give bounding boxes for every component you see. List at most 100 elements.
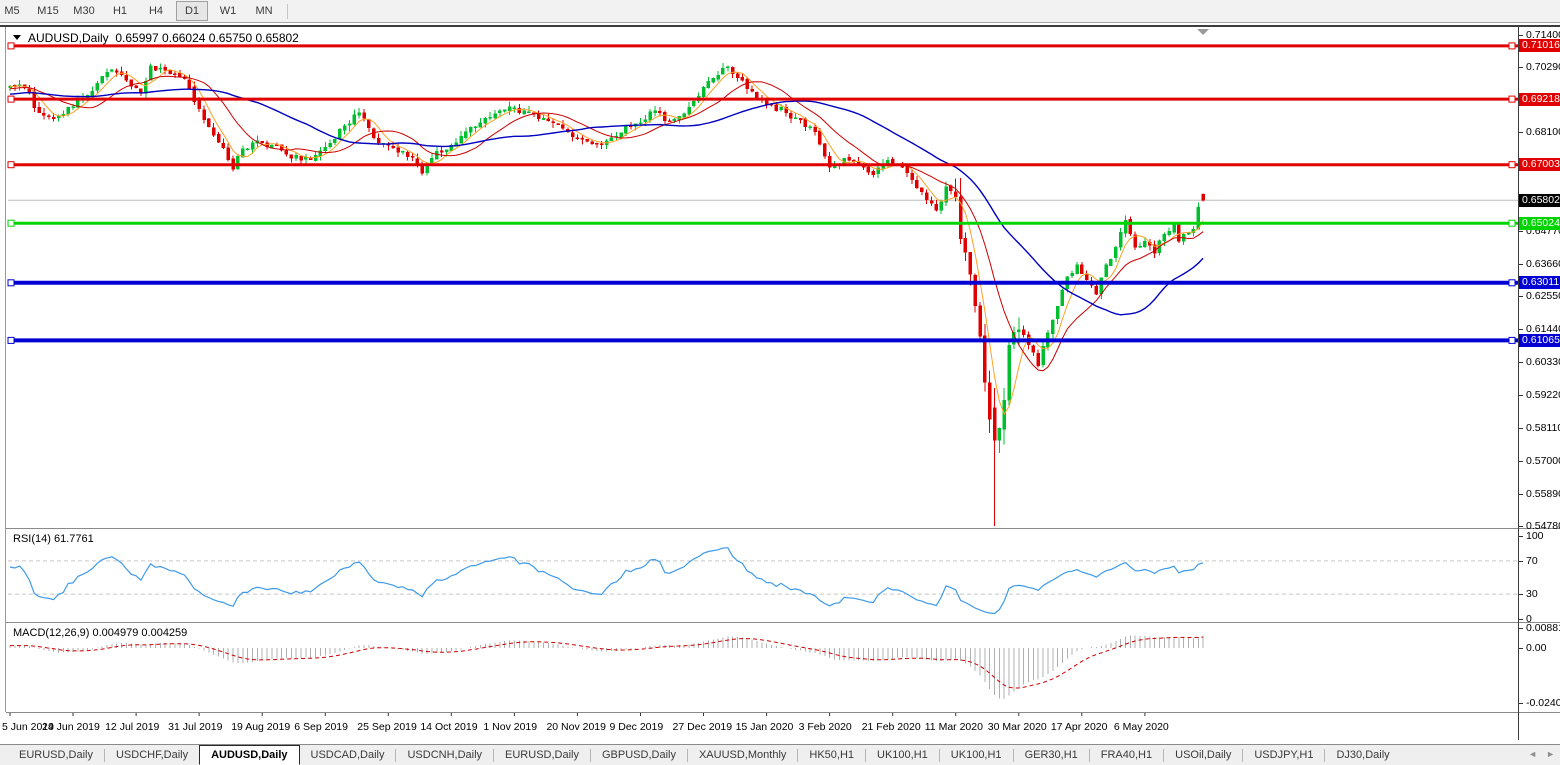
rsi-axis-label-tickmark	[1519, 536, 1523, 537]
price-line-label-0.63011: 0.63011	[1519, 276, 1560, 289]
rsi-indicator-label: RSI(14) 61.7761	[13, 533, 94, 545]
tab-separator	[395, 748, 397, 762]
hline-0.61065[interactable]	[7, 336, 1518, 344]
date-label: 20 Nov 2019	[546, 721, 606, 733]
rsi-axis-label: 30	[1526, 588, 1538, 600]
price-axis-border	[1518, 26, 1519, 740]
ma-5-line	[9, 69, 1204, 416]
tab-separator	[797, 748, 799, 762]
tab-usdcnh-daily[interactable]: USDCNH,Daily	[407, 749, 483, 761]
chart-shift-marker[interactable]	[1197, 29, 1210, 35]
toolbar-separator	[287, 3, 288, 19]
macd-signal-line	[10, 636, 1204, 689]
hline-0.63011[interactable]	[7, 279, 1518, 287]
date-label: 9 Dec 2019	[609, 721, 664, 733]
timeframe-button-h1[interactable]: H1	[112, 5, 128, 17]
macd-indicator-label: MACD(12,26,9) 0.004979 0.004259	[13, 627, 188, 639]
macd-histogram	[9, 635, 1204, 700]
hline-0.71016[interactable]	[7, 42, 1518, 50]
price-line-label-0.65024: 0.65024	[1519, 217, 1560, 230]
price-axis-label-tickmark	[1519, 35, 1523, 36]
macd-axis-label-tickmark	[1519, 628, 1523, 629]
tab-eurusd-daily[interactable]: EURUSD,Daily	[505, 749, 579, 761]
hline-0.67003[interactable]	[7, 161, 1518, 169]
chart-window-border	[0, 25, 1560, 27]
rsi-panel-separator[interactable]	[6, 528, 1560, 529]
tab-usoil-daily[interactable]: USOil,Daily	[1175, 749, 1232, 761]
ma-34-line	[9, 88, 1204, 316]
rsi-axis-label: 100	[1526, 530, 1544, 542]
tab-usdcad-daily[interactable]: USDCAD,Daily	[310, 749, 385, 761]
tab-scroll-left-button[interactable]: ◄	[1528, 749, 1538, 759]
chart-ohlc-info: AUDUSD,Daily 0.65997 0.66024 0.65750 0.6…	[13, 31, 299, 45]
hline-0.65024[interactable]	[7, 219, 1518, 227]
macd-axis-label: 0.008815	[1526, 622, 1560, 634]
price-axis-label-tickmark	[1519, 329, 1523, 330]
tab-xauusd-monthly[interactable]: XAUUSD,Monthly	[698, 749, 787, 761]
date-label: 1 Nov 2019	[483, 721, 538, 733]
tab-separator	[938, 748, 940, 762]
timeframe-toolbar: M5 M15 M30 H1 H4 D1 W1 MN	[0, 0, 1560, 23]
tab-uk100-h1[interactable]: UK100,H1	[950, 749, 1002, 761]
tab-dj30-daily[interactable]: DJ30,Daily	[1336, 749, 1390, 761]
ma-13-line	[9, 75, 1204, 372]
price-axis-label-tickmark	[1519, 264, 1523, 265]
tab-fra40-h1[interactable]: FRA40,H1	[1100, 749, 1153, 761]
tab-separator	[865, 748, 867, 762]
date-label: 24 Jun 2019	[42, 721, 100, 733]
date-label: 30 Mar 2020	[987, 721, 1047, 733]
tab-scroll-arrows: ◄ ►	[1519, 749, 1555, 759]
date-label: 25 Sep 2019	[357, 721, 417, 733]
tab-ger30-h1[interactable]: GER30,H1	[1024, 749, 1078, 761]
price-axis-label-tickmark	[1519, 362, 1523, 363]
price-axis-label-tickmark	[1519, 428, 1523, 429]
timeframe-button-mn[interactable]: MN	[255, 5, 273, 17]
date-label: 19 Aug 2019	[231, 721, 291, 733]
timeframe-button-m15[interactable]: M15	[37, 5, 59, 17]
price-axis-label: 0.54780	[1526, 520, 1560, 532]
tab-eurusd-daily[interactable]: EURUSD,Daily	[19, 749, 93, 761]
rsi-axis-label: 0	[1526, 613, 1532, 625]
price-axis-label-tickmark	[1519, 231, 1523, 232]
date-label: 21 Feb 2020	[861, 721, 921, 733]
price-axis-label-tickmark	[1519, 494, 1523, 495]
date-label: 6 May 2020	[1113, 721, 1169, 733]
timeframe-button-m5[interactable]: M5	[4, 5, 20, 17]
hline-0.69218[interactable]	[7, 95, 1518, 103]
tab-gbpusd-daily[interactable]: GBPUSD,Daily	[602, 749, 676, 761]
tab-usdjpy-h1[interactable]: USDJPY,H1	[1254, 749, 1314, 761]
tab-separator	[1242, 748, 1244, 762]
tab-separator	[493, 748, 495, 762]
date-label: 6 Sep 2019	[294, 721, 348, 733]
macd-panel-separator[interactable]	[6, 622, 1560, 623]
timeframe-button-h4[interactable]: H4	[148, 5, 164, 17]
rsi-axis-label-tickmark	[1519, 619, 1523, 620]
tab-usdchf-daily[interactable]: USDCHF,Daily	[115, 749, 189, 761]
macd-axis-label-tickmark	[1519, 648, 1523, 649]
timeframe-button-m30[interactable]: M30	[73, 5, 95, 17]
timeframe-button-w1[interactable]: W1	[219, 5, 237, 17]
price-axis-label-tickmark	[1519, 395, 1523, 396]
tab-uk100-h1[interactable]: UK100,H1	[877, 749, 928, 761]
macd-axis-label: -0.02408	[1526, 697, 1560, 709]
rsi-axis-label-tickmark	[1519, 561, 1523, 562]
price-axis-label-tickmark	[1519, 296, 1523, 297]
date-label: 17 Apr 2020	[1050, 721, 1108, 733]
price-axis-label-tickmark	[1519, 132, 1523, 133]
date-label: 31 Jul 2019	[168, 721, 223, 733]
chart-collapse-icon[interactable]	[13, 35, 21, 40]
macd-axis-label: 0.00	[1526, 642, 1547, 654]
tab-scroll-right-button[interactable]: ►	[1546, 749, 1555, 759]
timeframe-button-d1[interactable]: D1	[176, 1, 208, 21]
rsi-axis-label: 70	[1526, 555, 1538, 567]
tab-separator	[590, 748, 591, 762]
tab-hk50-h1[interactable]: HK50,H1	[809, 749, 855, 761]
tab-audusd-daily[interactable]: AUDUSD,Daily	[199, 745, 300, 765]
tab-separator	[103, 748, 105, 762]
chart-canvas[interactable]	[7, 26, 1519, 718]
